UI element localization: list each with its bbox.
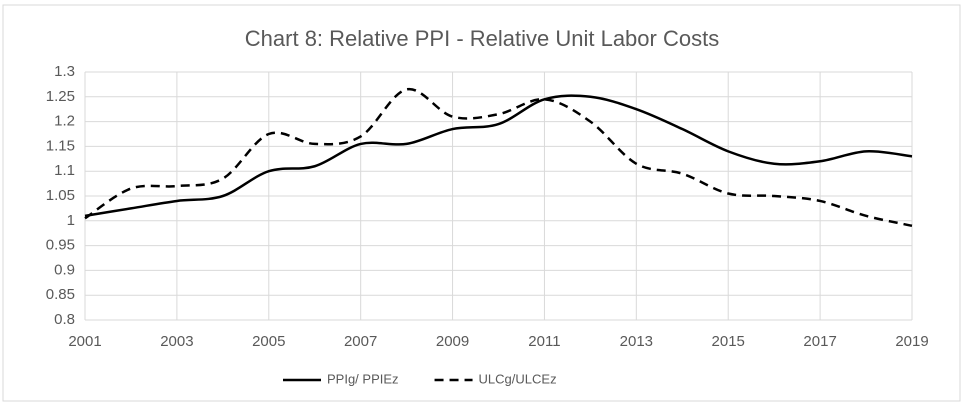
y-tick-label: 1.1 xyxy=(54,162,75,179)
y-tick-label: 1.15 xyxy=(46,137,75,154)
y-tick-label: 0.85 xyxy=(46,286,75,303)
y-tick-label: 1.25 xyxy=(46,88,75,105)
series-line xyxy=(84,88,913,227)
y-tick-label: 0.9 xyxy=(54,261,75,278)
legend-label: ULCg/ULCEz xyxy=(479,371,557,386)
y-tick-label: 1.05 xyxy=(46,187,75,204)
x-tick-label: 2015 xyxy=(712,333,745,350)
legend-label: PPIg/ PPIEz xyxy=(327,371,399,386)
x-tick-label: 2013 xyxy=(620,333,653,350)
x-tick-label: 2019 xyxy=(895,333,928,350)
series-line xyxy=(84,94,913,218)
y-tick-label: 1.3 xyxy=(54,63,75,80)
x-tick-label: 2017 xyxy=(803,333,836,350)
y-tick-label: 1 xyxy=(67,212,75,229)
chart-title: Chart 8: Relative PPI - Relative Unit La… xyxy=(245,26,719,51)
x-tick-label: 2009 xyxy=(436,333,469,350)
x-tick-label: 2001 xyxy=(68,333,101,350)
y-tick-label: 1.2 xyxy=(54,113,75,130)
x-tick-label: 2003 xyxy=(160,333,193,350)
x-tick-label: 2011 xyxy=(528,333,560,350)
x-tick-label: 2005 xyxy=(252,333,285,350)
y-tick-label: 0.95 xyxy=(46,237,75,254)
x-tick-label: 2007 xyxy=(344,333,377,350)
y-tick-label: 0.8 xyxy=(54,311,75,328)
